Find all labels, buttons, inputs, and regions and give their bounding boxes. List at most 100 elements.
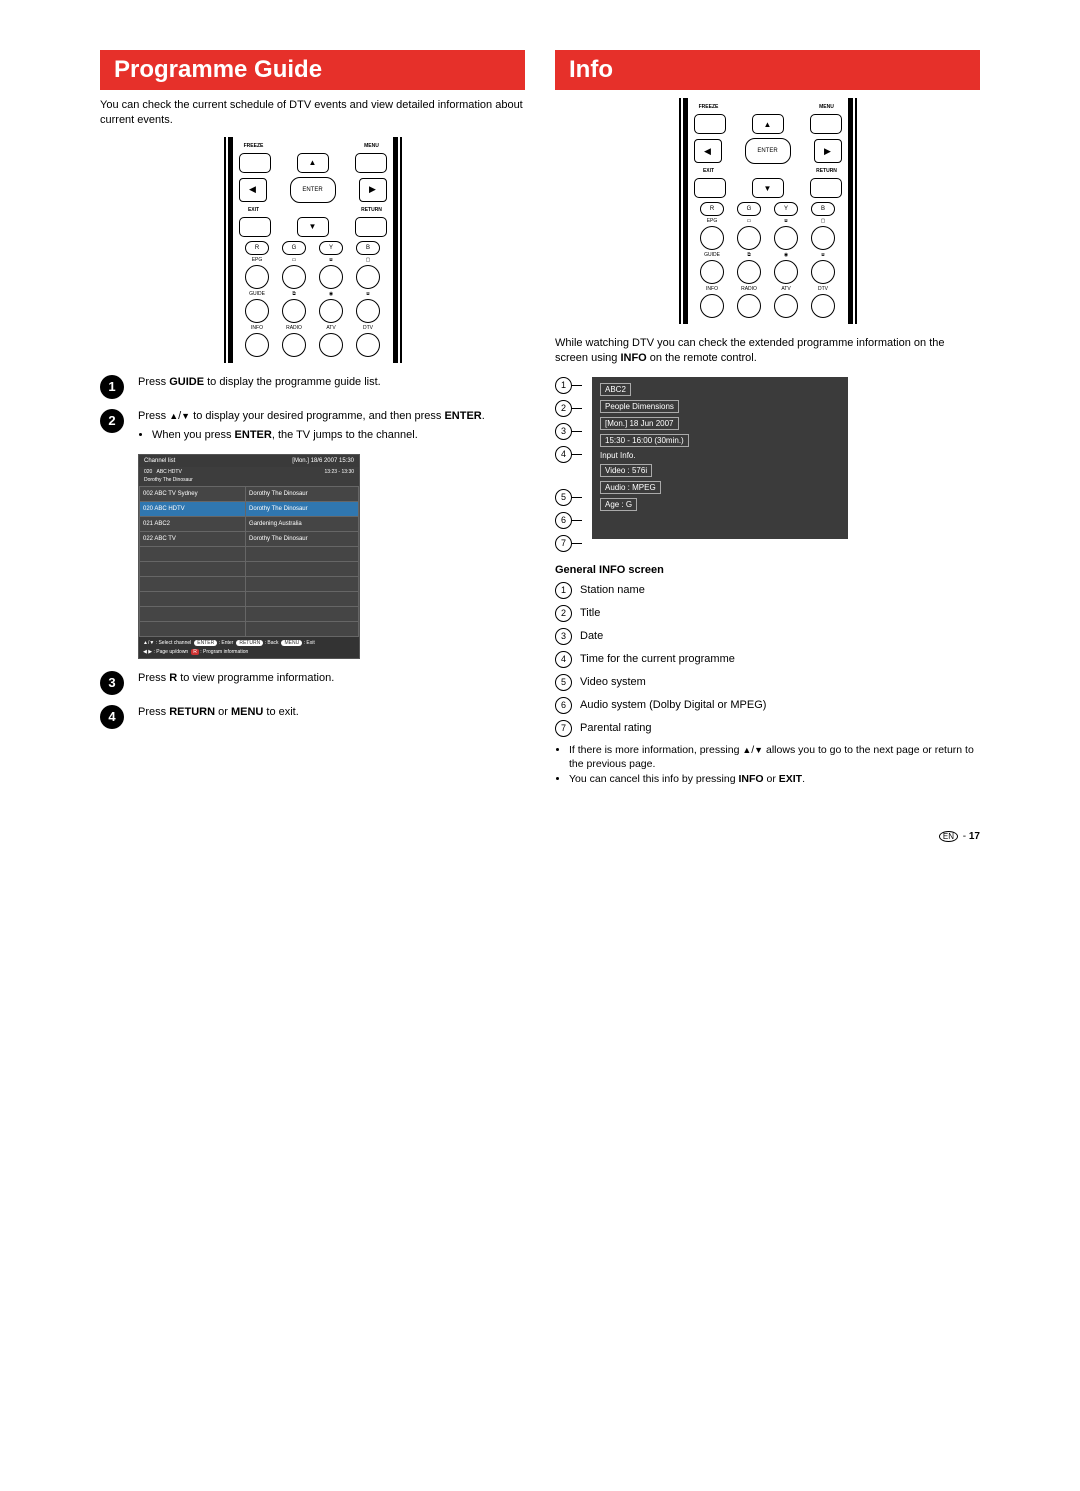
r-btn-r: R [700, 202, 724, 216]
guide-label: GUIDE [246, 291, 268, 297]
r-color-button: R [245, 241, 269, 255]
channel-list-screenshot: Channel list[Mon.] 18/6 2007 15:30020 AB… [138, 454, 360, 659]
exit-label-r: EXIT [694, 168, 724, 174]
fn-button-4 [282, 299, 306, 323]
g-btn-r: G [737, 202, 761, 216]
info-callout-6: 6 [555, 512, 586, 529]
info-callout-4: 4 [555, 446, 586, 463]
radio-label: RADIO [283, 325, 305, 331]
info-callout-2: 2 [555, 400, 586, 417]
step-body: Press RETURN or MENU to exit. [138, 705, 525, 729]
legend-item: 2Title [555, 605, 980, 622]
note-item: If there is more information, pressing ▲… [569, 743, 980, 772]
freeze-button [239, 153, 271, 173]
atv-button [319, 333, 343, 357]
step-number: 1 [100, 375, 124, 399]
y-color-button: Y [319, 241, 343, 255]
guide-label-r: GUIDE [701, 252, 723, 258]
info-column: Info FREEZE MENU ▲ ◀ ENTER ▶ [555, 50, 980, 791]
menu-button-r [810, 114, 842, 134]
programme-guide-intro: You can check the current schedule of DT… [100, 98, 525, 129]
info-line: People Dimensions [600, 400, 840, 413]
return-button [355, 217, 387, 237]
info-notes: If there is more information, pressing ▲… [555, 743, 980, 787]
info-callout-3: 3 [555, 423, 586, 440]
atv-label: ATV [320, 325, 342, 331]
general-info-subhead: General INFO screen [555, 564, 980, 576]
right-button-r: ▶ [814, 139, 842, 163]
step-3: 3 Press R to view programme information. [100, 671, 525, 695]
freeze-label: FREEZE [239, 143, 269, 149]
step-2: 2 Press ▲/▼ to display your desired progr… [100, 409, 525, 444]
step-number: 2 [100, 409, 124, 433]
info-callout-5: 5 [555, 489, 586, 506]
step-number: 4 [100, 705, 124, 729]
step-4: 4 Press RETURN or MENU to exit. [100, 705, 525, 729]
menu-button [355, 153, 387, 173]
legend-item: 3Date [555, 628, 980, 645]
y-btn-r: Y [774, 202, 798, 216]
fn-button-1 [282, 265, 306, 289]
info-line: Input Info. [600, 451, 840, 460]
dtv-button [356, 333, 380, 357]
b-btn-r: B [811, 202, 835, 216]
fn-button-3 [356, 265, 380, 289]
return-button-r [810, 178, 842, 198]
icon6: ⧈ [357, 291, 379, 297]
icon4: ⧉ [283, 291, 305, 297]
info-line: [Mon.] 18 Jun 2007 [600, 417, 840, 430]
left-button: ◀ [239, 178, 267, 202]
legend-item: 5Video system [555, 674, 980, 691]
info-intro: While watching DTV you can check the ext… [555, 336, 980, 367]
step-number: 3 [100, 671, 124, 695]
info-label-r: INFO [701, 286, 723, 292]
epg-label: EPG [246, 257, 268, 263]
exit-button [239, 217, 271, 237]
info-button [245, 333, 269, 357]
info-callout-1: 1 [555, 377, 586, 394]
icon5: ◉ [320, 291, 342, 297]
right-button: ▶ [359, 178, 387, 202]
return-label-r: RETURN [812, 168, 842, 174]
icon2: ⧈ [320, 257, 342, 263]
programme-guide-column: Programme Guide You can check the curren… [100, 50, 525, 791]
step-body: Press R to view programme information. [138, 671, 525, 695]
note-item: You can cancel this info by pressing INF… [569, 772, 980, 787]
step-body: Press ▲/▼ to display your desired progra… [138, 409, 525, 444]
g-color-button: G [282, 241, 306, 255]
radio-button [282, 333, 306, 357]
fn-button-6 [356, 299, 380, 323]
remote-diagram-right: FREEZE MENU ▲ ◀ ENTER ▶ EXIT RET [683, 98, 853, 324]
b-color-button: B [356, 241, 380, 255]
down-button-r: ▼ [752, 178, 784, 198]
remote-diagram-left: FREEZE MENU ▲ ◀ ENTER ▶ EXIT RET [228, 137, 398, 363]
up-button-r: ▲ [752, 114, 784, 134]
enter-button: ENTER [290, 177, 336, 203]
enter-button-r: ENTER [745, 138, 791, 164]
left-button-r: ◀ [694, 139, 722, 163]
info-screen-diagram: 1 2 3 4 5 6 7 ABC2 People Dimensions [Mon.] 18 J… [555, 377, 980, 552]
info-legend: 1Station name 2Title 3Date 4Time for the cu… [555, 582, 980, 737]
info-line: Audio : MPEG [600, 481, 840, 494]
down-button: ▼ [297, 217, 329, 237]
info-label: INFO [246, 325, 268, 331]
programme-guide-header: Programme Guide [100, 50, 525, 90]
return-label: RETURN [357, 207, 387, 213]
icon1: ▭ [283, 257, 305, 263]
exit-button-r [694, 178, 726, 198]
exit-label: EXIT [239, 207, 269, 213]
legend-item: 1Station name [555, 582, 980, 599]
page-footer: EN - 17 [100, 831, 980, 842]
info-line: ABC2 [600, 383, 840, 396]
fn-button-2 [319, 265, 343, 289]
epg-label-r: EPG [701, 218, 723, 224]
up-button: ▲ [297, 153, 329, 173]
menu-label-r: MENU [812, 104, 842, 110]
info-callout-7: 7 [555, 535, 586, 552]
info-line: Age : G [600, 498, 840, 511]
info-header: Info [555, 50, 980, 90]
legend-item: 4Time for the current programme [555, 651, 980, 668]
info-line: 15:30 - 16:00 (30min.) [600, 434, 840, 447]
guide-button [245, 299, 269, 323]
step-1: 1Press GUIDE to display the programme gu… [100, 375, 525, 399]
